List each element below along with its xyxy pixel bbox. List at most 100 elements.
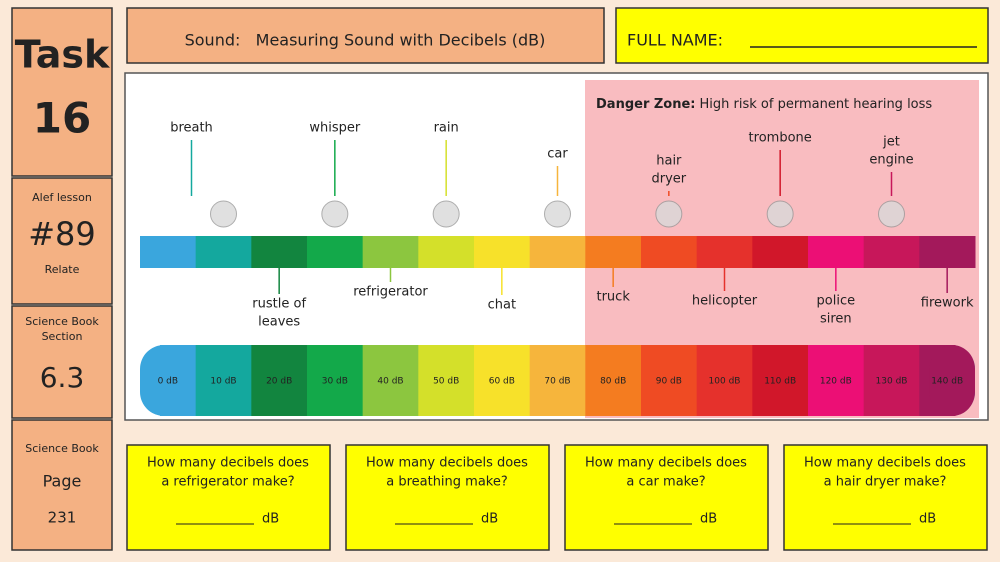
source-icon xyxy=(655,200,683,228)
color-band xyxy=(307,236,364,268)
scale-segment xyxy=(808,345,865,416)
color-band xyxy=(919,236,976,268)
question-text: How many decibels does xyxy=(804,456,966,471)
question-box xyxy=(564,444,769,551)
scale-segment xyxy=(418,345,475,416)
scale-segment xyxy=(160,345,197,416)
color-band xyxy=(362,236,419,268)
question-text: a refrigerator make? xyxy=(161,475,294,490)
color-band xyxy=(641,236,698,268)
question-text: How many decibels does xyxy=(147,456,309,471)
danger-zone-text: High risk of permanent hearing loss xyxy=(700,97,933,112)
color-band xyxy=(808,236,865,268)
task-label: Task xyxy=(15,33,110,77)
scale-label: 110 dB xyxy=(764,377,796,387)
color-band xyxy=(752,236,809,268)
source-label: rain xyxy=(434,121,459,136)
color-band xyxy=(140,236,197,268)
task-number: 16 xyxy=(33,94,91,143)
scale-label: 120 dB xyxy=(820,377,852,387)
scale-label: 70 dB xyxy=(544,377,570,387)
lesson-label: Alef lesson xyxy=(32,191,92,204)
source-icon xyxy=(878,200,905,228)
scale-segment xyxy=(752,345,809,416)
page-label: Science Book xyxy=(25,442,99,455)
answer-unit: dB xyxy=(481,512,498,527)
source-icon xyxy=(432,200,460,228)
scale-segment xyxy=(696,345,753,416)
scale-label: 30 dB xyxy=(322,377,348,387)
source-label: trombone xyxy=(749,131,812,146)
source-icon xyxy=(321,200,349,228)
question-text: How many decibels does xyxy=(585,456,747,471)
color-band xyxy=(474,236,531,268)
color-band xyxy=(418,236,475,268)
question-box xyxy=(783,444,988,551)
section-number: 6.3 xyxy=(40,361,85,394)
question-box xyxy=(345,444,550,551)
color-band xyxy=(529,236,586,268)
source-label: siren xyxy=(820,312,852,327)
answer-unit: dB xyxy=(262,512,279,527)
scale-label: 100 dB xyxy=(709,377,741,387)
question-text: a car make? xyxy=(626,475,705,490)
section-label: Science Book xyxy=(25,315,99,328)
question-text: a breathing make? xyxy=(386,475,508,490)
answer-unit: dB xyxy=(700,512,717,527)
lesson-number: #89 xyxy=(28,215,96,253)
scale-label: 20 dB xyxy=(266,377,292,387)
scale-segment xyxy=(585,345,642,416)
danger-zone-title: Danger Zone: xyxy=(596,97,696,112)
source-label: leaves xyxy=(258,315,300,330)
page-box xyxy=(11,419,113,551)
question-box xyxy=(126,444,331,551)
scale-segment xyxy=(195,345,252,416)
name-label: FULL NAME: xyxy=(627,31,723,50)
color-band xyxy=(863,236,920,268)
scale-label: 60 dB xyxy=(489,377,515,387)
scale-segment xyxy=(641,345,698,416)
source-label: dryer xyxy=(652,172,687,187)
source-icon xyxy=(210,200,237,228)
scale-segment xyxy=(474,345,531,416)
scale-label: 80 dB xyxy=(600,377,626,387)
source-label: refrigerator xyxy=(353,285,428,300)
source-label: chat xyxy=(488,298,516,313)
source-icon xyxy=(766,200,794,228)
source-label: hair xyxy=(656,154,682,169)
source-label: jet xyxy=(882,135,900,150)
question-text: a hair dryer make? xyxy=(824,475,947,490)
page-number: 231 xyxy=(48,509,77,527)
title-box xyxy=(126,7,605,64)
color-band xyxy=(195,236,252,268)
scale-label: 10 dB xyxy=(210,377,236,387)
source-icon xyxy=(544,200,571,228)
answer-unit: dB xyxy=(919,512,936,527)
decibel-scale: 0 dB 10 dB 20 dB 30 dB 40 dB 50 dB 60 dB 70 dB 8… xyxy=(140,121,976,416)
title: Sound: Measuring Sound with Decibels (dB… xyxy=(185,31,546,50)
source-label: engine xyxy=(869,153,913,168)
lesson-box xyxy=(11,177,113,305)
section-label: Section xyxy=(42,330,83,343)
source-label: helicopter xyxy=(692,294,758,309)
lesson-note: Relate xyxy=(45,263,80,276)
scale-segment xyxy=(863,345,920,416)
source-label: car xyxy=(547,147,568,162)
page-sub: Page xyxy=(43,472,82,491)
source-label: rustle of xyxy=(252,297,306,312)
scale-segment xyxy=(529,345,586,416)
questions: How many decibels does a refrigerator mak… xyxy=(126,444,988,551)
danger-zone-label: Danger Zone: High risk of permanent heari… xyxy=(596,97,932,112)
task-box xyxy=(11,7,113,177)
scale-label: 40 dB xyxy=(377,377,403,387)
color-band xyxy=(251,236,308,268)
scale-label: 50 dB xyxy=(433,377,459,387)
scale-cap xyxy=(929,345,975,416)
name-box xyxy=(615,7,989,64)
color-band xyxy=(585,236,642,268)
scale-segment xyxy=(362,345,419,416)
scale-segment xyxy=(251,345,308,416)
question-text: How many decibels does xyxy=(366,456,528,471)
